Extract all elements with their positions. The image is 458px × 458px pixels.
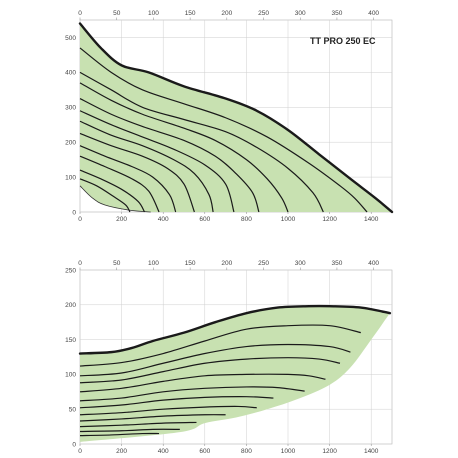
max-curve	[78, 304, 392, 355]
performance-curve-4	[79, 98, 260, 213]
y-tick-label: 200	[65, 302, 76, 309]
performance-curve-2	[79, 71, 324, 213]
top-tick-label: 200	[221, 10, 232, 17]
performance-curve-5	[79, 386, 305, 402]
performance-curve-11	[79, 432, 160, 437]
performance-curve-6	[79, 396, 274, 409]
top-tick-label: 100	[148, 10, 159, 17]
performance-curve-11	[79, 178, 131, 213]
performance-curve-4	[79, 373, 326, 393]
top-tick-label: 250	[258, 260, 269, 267]
top-tick-label: 150	[185, 10, 196, 17]
x-tick-label: 800	[241, 216, 252, 223]
performance-curve-7	[79, 405, 257, 416]
y-tick-label: 250	[65, 267, 76, 274]
y-tick-label: 300	[65, 105, 76, 112]
x-tick-label: 800	[241, 448, 252, 455]
y-tick-label: 200	[65, 139, 76, 146]
performance-curve-9	[79, 421, 197, 428]
chart-2: 0 200 400 600 800 1000 1200 1400050100150200250…	[65, 260, 393, 455]
performance-curve-3	[79, 82, 289, 213]
performance-curve-1	[79, 47, 368, 213]
y-tick-label: 0	[72, 209, 76, 216]
top-tick-label: 250	[258, 10, 269, 17]
performance-curve-10	[79, 428, 180, 433]
performance-curve-9	[79, 155, 160, 213]
x-tick-label: 600	[199, 448, 210, 455]
top-tick-label: 50	[113, 10, 121, 17]
operating-area	[80, 306, 390, 442]
y-tick-label: 150	[65, 337, 76, 344]
lower-boundary-line	[79, 185, 151, 213]
x-tick-label: 200	[116, 216, 127, 223]
x-tick-label: 1400	[364, 216, 379, 223]
x-tick-label: 0	[78, 448, 82, 455]
x-tick-label: 1200	[322, 448, 337, 455]
x-tick-label: 0	[78, 216, 82, 223]
top-tick-label: 350	[332, 260, 343, 267]
performance-curve-2	[79, 343, 351, 377]
top-tick-label: 0	[78, 260, 82, 267]
performance-curve-3	[79, 357, 341, 384]
y-tick-label: 100	[65, 372, 76, 379]
x-tick-label: 1200	[322, 216, 337, 223]
x-tick-label: 400	[158, 216, 169, 223]
y-tick-label: 400	[65, 70, 76, 77]
chart-1: 0 200 400 600 800 1000 1200 1400010020030040050…	[65, 10, 394, 223]
operating-area	[80, 23, 392, 212]
y-tick-label: 500	[65, 35, 76, 42]
x-tick-label: 200	[116, 448, 127, 455]
top-tick-label: 400	[368, 260, 379, 267]
x-tick-label: 600	[199, 216, 210, 223]
performance-curve-1	[79, 324, 361, 367]
x-tick-label: 1400	[364, 448, 379, 455]
x-tick-label: 400	[158, 448, 169, 455]
top-tick-label: 200	[221, 260, 232, 267]
top-tick-label: 50	[113, 260, 121, 267]
top-tick-label: 400	[368, 10, 379, 17]
max-curve	[78, 22, 394, 214]
performance-curve-7	[79, 132, 195, 213]
top-tick-label: 100	[148, 260, 159, 267]
y-tick-label: 50	[69, 407, 77, 414]
chart-title: TT PRO 250 EC	[310, 36, 376, 46]
x-tick-label: 1000	[281, 448, 296, 455]
performance-curve-8	[79, 414, 226, 422]
y-tick-label: 100	[65, 174, 76, 181]
performance-curve-5	[79, 110, 235, 213]
performance-curve-8	[79, 145, 177, 213]
top-tick-label: 0	[78, 10, 82, 17]
top-tick-label: 150	[185, 260, 196, 267]
performance-curve-10	[79, 169, 146, 213]
performance-curve-6	[79, 120, 214, 213]
top-tick-label: 300	[295, 10, 306, 17]
top-tick-label: 300	[295, 260, 306, 267]
x-tick-label: 1000	[281, 216, 296, 223]
top-tick-label: 350	[332, 10, 343, 17]
y-tick-label: 0	[72, 441, 76, 448]
